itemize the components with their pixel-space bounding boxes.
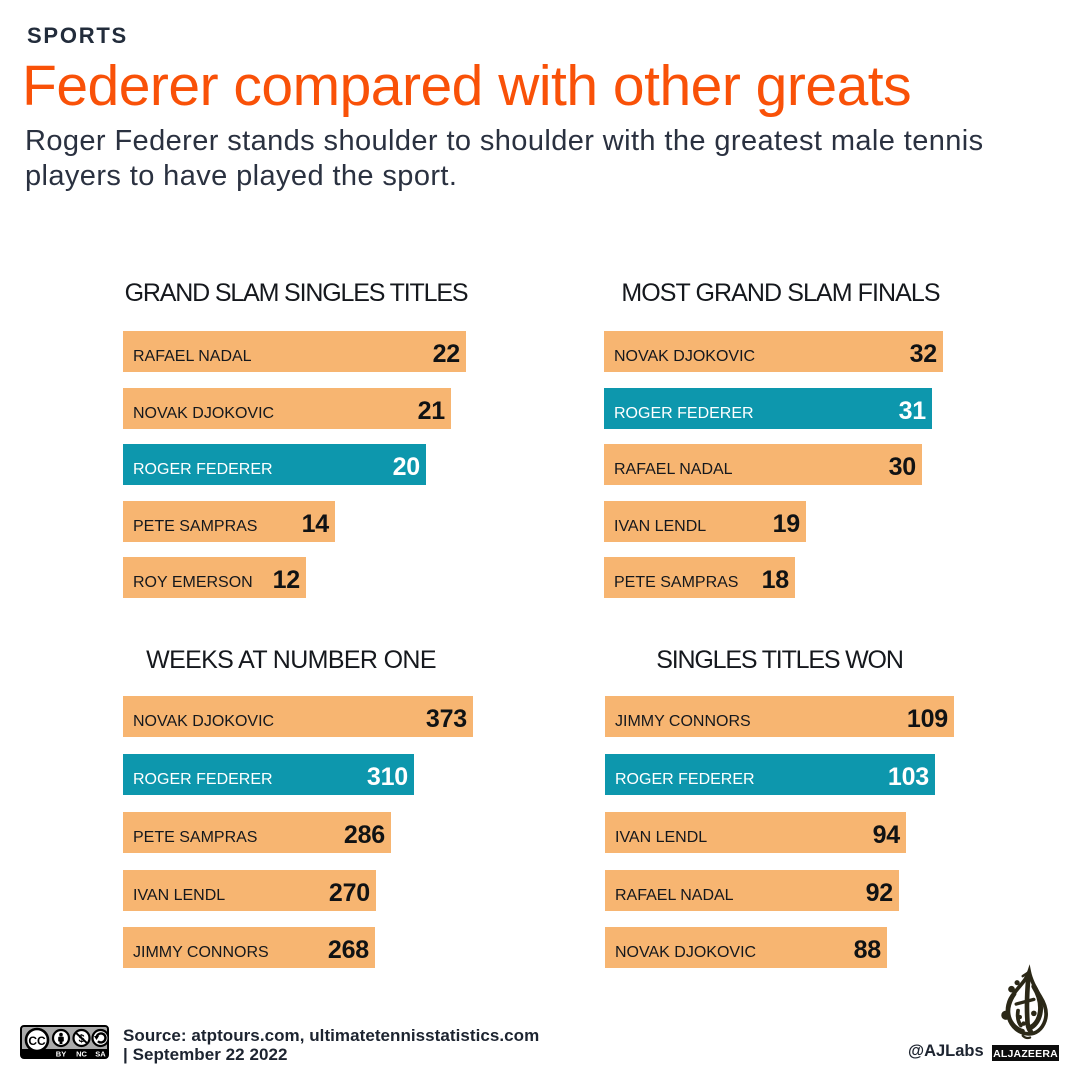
svg-text:CC: CC xyxy=(28,1034,46,1048)
svg-text:NC: NC xyxy=(76,1050,87,1059)
svg-text:BY: BY xyxy=(56,1050,66,1059)
svg-text:SA: SA xyxy=(95,1050,106,1059)
svg-text:ALJAZEERA: ALJAZEERA xyxy=(993,1048,1058,1060)
